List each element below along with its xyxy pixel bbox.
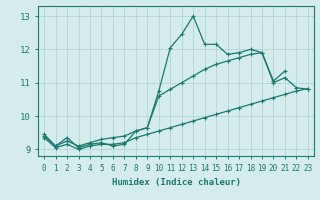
X-axis label: Humidex (Indice chaleur): Humidex (Indice chaleur) bbox=[111, 178, 241, 187]
